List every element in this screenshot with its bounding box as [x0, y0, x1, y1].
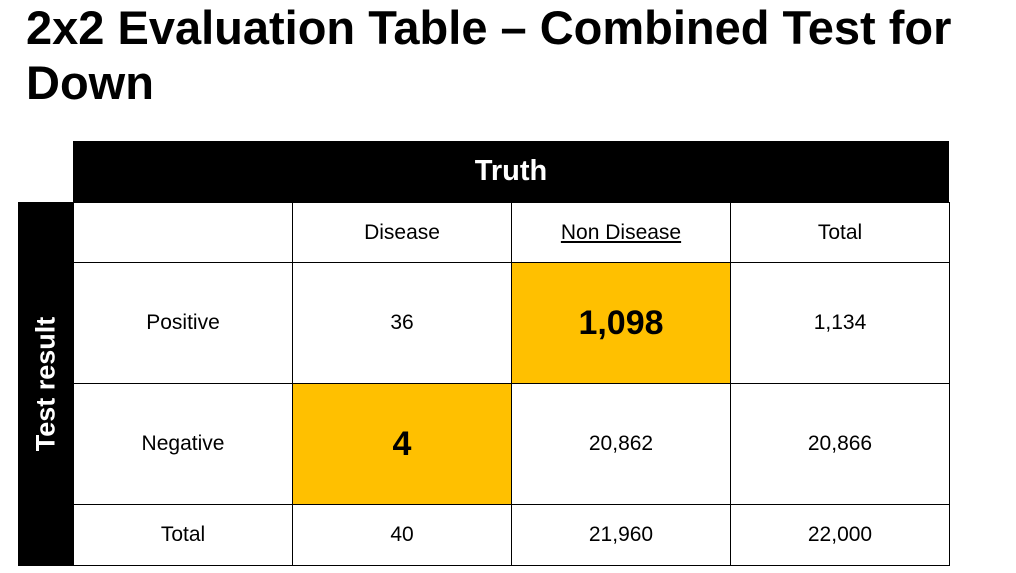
table-row: Positive 36 1,098 1,134: [73, 262, 950, 384]
cell-positive-total: 1,134: [730, 262, 950, 384]
truth-label: Truth: [474, 155, 548, 187]
cell-negative-total: 20,866: [730, 383, 950, 505]
cell-negative-disease: 4: [292, 383, 512, 505]
truth-header: Truth: [73, 141, 949, 202]
cell-total-disease: 40: [292, 504, 512, 566]
test-result-label: Test result: [30, 316, 61, 452]
cell-negative-non-disease: 20,862: [511, 383, 731, 505]
cell-total-total: 22,000: [730, 504, 950, 566]
header-disease: Disease: [292, 202, 512, 263]
evaluation-table: Disease Non Disease Total Positive 36 1,…: [73, 202, 950, 566]
header-total: Total: [730, 202, 950, 263]
table-header-row: Disease Non Disease Total: [73, 202, 950, 263]
header-non-disease: Non Disease: [511, 202, 731, 263]
cell-positive-non-disease: 1,098: [511, 262, 731, 384]
corner-cell: [73, 202, 293, 263]
table-row: Total 40 21,960 22,000: [73, 504, 950, 566]
row-label-negative: Negative: [73, 383, 293, 505]
page-title: 2x2 Evaluation Table – Combined Test for…: [26, 1, 952, 109]
test-result-side-header: [18, 202, 73, 566]
table-row: Negative 4 20,862 20,866: [73, 383, 950, 505]
row-label-total: Total: [73, 504, 293, 566]
cell-positive-disease: 36: [292, 262, 512, 384]
row-label-positive: Positive: [73, 262, 293, 384]
cell-total-non-disease: 21,960: [511, 504, 731, 566]
